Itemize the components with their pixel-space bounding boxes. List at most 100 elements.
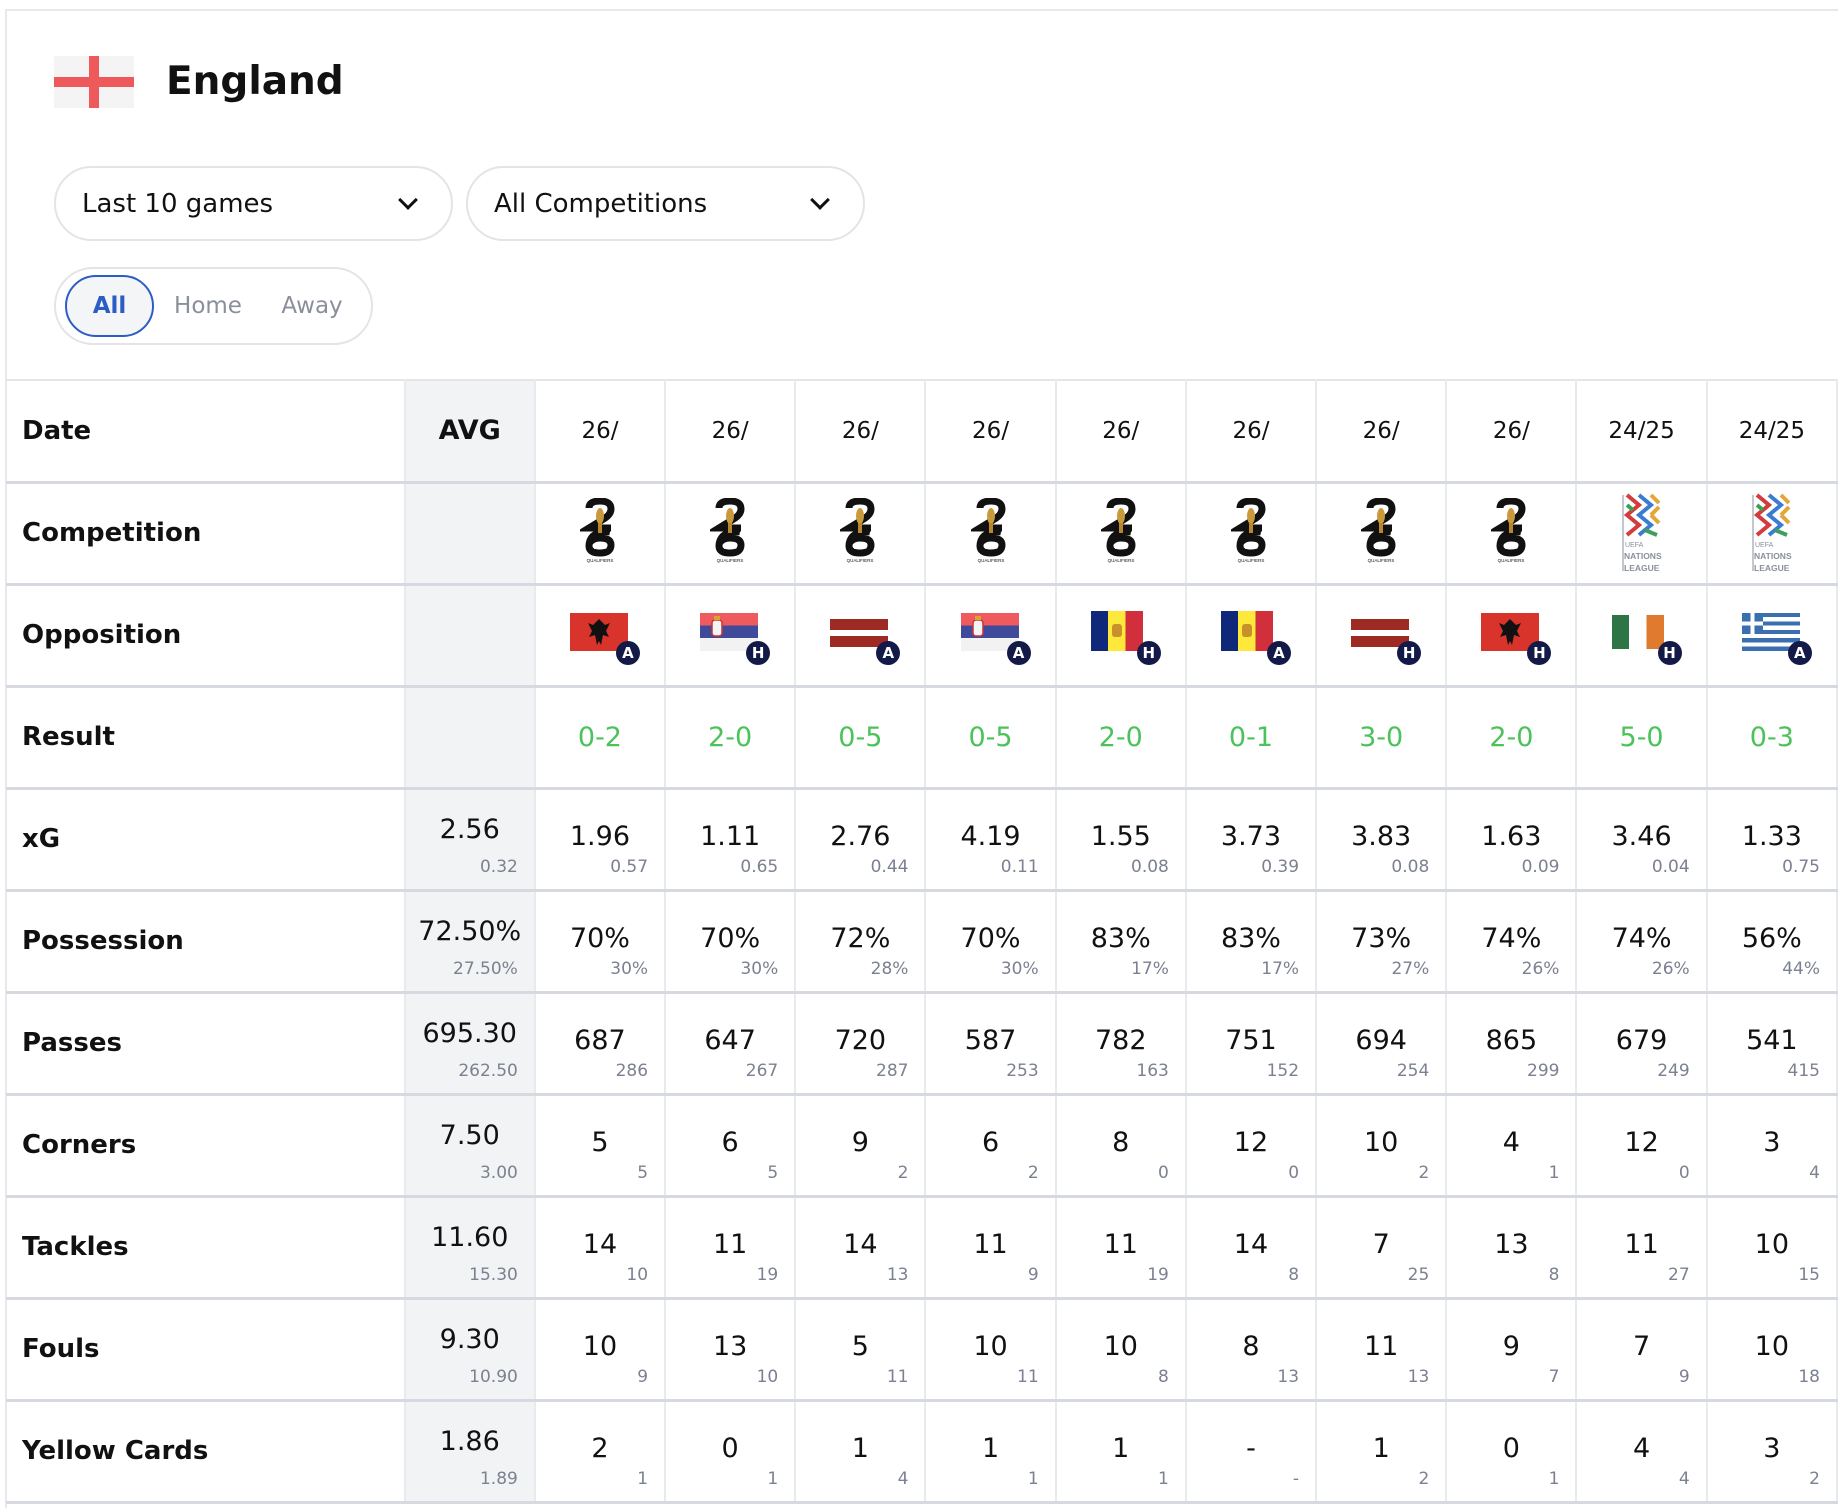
date-text: 26/: [1102, 417, 1140, 444]
svg-text:LEAGUE: LEAGUE: [1754, 563, 1790, 573]
team-value: 4: [1632, 1432, 1651, 1464]
result-cell[interactable]: 0-5: [795, 686, 927, 790]
team-value: 74%: [1481, 922, 1542, 954]
opponent-value: 5: [767, 1162, 779, 1183]
stat-cell: 11 19: [1055, 1196, 1187, 1300]
stat-cell: 10 18: [1706, 1298, 1838, 1402]
opposition-cell[interactable]: H: [1576, 584, 1708, 688]
row-fouls: Fouls 9.30 10.90 10 9 13 10 5 11 10 11 10 8 8 13 11 13 9 7…: [6, 1298, 1838, 1402]
stat-cell: 7 25: [1316, 1196, 1448, 1300]
opposition-cell[interactable]: H: [1055, 584, 1187, 688]
opponent-value: 415: [1787, 1060, 1820, 1081]
match-date: 24/25: [1706, 379, 1838, 484]
opponent-value: 2: [1418, 1162, 1430, 1183]
avg-cell: [404, 584, 536, 688]
team-value: 1.11: [700, 820, 761, 852]
opposition-cell[interactable]: H: [1446, 584, 1578, 688]
team-value: 587: [964, 1024, 1017, 1056]
opposition-cell[interactable]: A: [1706, 584, 1838, 688]
opponent-value: 9: [1678, 1366, 1690, 1387]
team-value: 70%: [569, 922, 630, 954]
team-value: 9: [851, 1126, 869, 1158]
avg-cell: 2.56 0.32: [404, 788, 536, 892]
wc-qualifiers-logo-icon: FIFA QUALIFIERS: [967, 497, 1011, 568]
opponent-value: 10: [626, 1264, 649, 1285]
avg-opponent-value: 1.89: [479, 1468, 518, 1489]
stat-cell: 11 19: [665, 1196, 797, 1300]
opponent-value: 19: [756, 1264, 779, 1285]
result-cell[interactable]: 0-1: [1185, 686, 1318, 790]
svg-text:QUALIFIERS: QUALIFIERS: [1368, 558, 1395, 563]
team-value: 10: [973, 1330, 1008, 1362]
opponent-value: 9: [1027, 1264, 1039, 1285]
stat-cell: 782 163: [1055, 992, 1187, 1096]
stat-cell: 647 267: [665, 992, 797, 1096]
stat-cell: 1.96 0.57: [534, 788, 667, 892]
result-cell[interactable]: 2-0: [1446, 686, 1578, 790]
opponent-value: 7: [1548, 1366, 1560, 1387]
result-cell[interactable]: 0-2: [534, 686, 667, 790]
result-cell[interactable]: 2-0: [665, 686, 797, 790]
stat-cell: 10 8: [1055, 1298, 1187, 1402]
team-value: 10: [1363, 1126, 1399, 1158]
toggle-home[interactable]: Home: [174, 293, 242, 319]
team-value: 83%: [1220, 922, 1281, 954]
date-text: 24/25: [1738, 417, 1805, 444]
result-cell[interactable]: 0-5: [925, 686, 1057, 790]
opponent-value: 30%: [1000, 958, 1039, 979]
result-cell[interactable]: 2-0: [1055, 686, 1187, 790]
row-label: Fouls: [6, 1298, 406, 1402]
stat-cell: 694 254: [1316, 992, 1448, 1096]
svg-text:QUALIFIERS: QUALIFIERS: [977, 558, 1004, 563]
match-date: 26/: [1446, 379, 1578, 484]
team-value: 14: [843, 1228, 878, 1260]
result-cell[interactable]: 3-0: [1316, 686, 1448, 790]
stat-cell: 13 10: [665, 1298, 797, 1402]
toggle-away[interactable]: Away: [281, 293, 343, 319]
opponent-value: 27%: [1391, 958, 1430, 979]
team-value: 11: [712, 1228, 748, 1260]
avg-value: 11.60: [431, 1221, 509, 1253]
stat-cell: 751 152: [1185, 992, 1318, 1096]
row-passes: Passes 695.30 262.50 687 286 647 267 720 287 587 2…: [6, 992, 1838, 1096]
result-score: 2-0: [1489, 721, 1534, 753]
result-score: 0-2: [577, 721, 622, 753]
stat-cell: 3.83 0.08: [1316, 788, 1448, 892]
opposition-cell[interactable]: A: [795, 584, 927, 688]
row-yellow-cards: Yellow Cards 1.86 1.89 2 1 0 1 1 4 1 1 1 1- -1 2 0 1 4 4 3 2: [6, 1400, 1838, 1504]
opponent-value: 0.08: [1131, 856, 1169, 877]
row-label: Corners: [6, 1094, 406, 1198]
opposition-cell[interactable]: A: [1185, 584, 1318, 688]
result-cell[interactable]: 0-3: [1706, 686, 1838, 790]
stat-cell: 10 11: [925, 1298, 1057, 1402]
row-corners: Corners 7.50 3.00 5 5 6 5 9 2 6 2 8 0 12 0 10 2 4 1 12 0 3 4: [6, 1094, 1838, 1198]
stat-cell: --: [1185, 1400, 1318, 1504]
toggle-all[interactable]: All: [65, 275, 154, 337]
svg-text:UEFA: UEFA: [1755, 542, 1774, 549]
team-value: 14: [582, 1228, 618, 1260]
result-score: 2-0: [1098, 721, 1143, 753]
period-dropdown[interactable]: Last 10 games: [54, 166, 453, 241]
team-value: 751: [1225, 1024, 1277, 1056]
opponent-value: 26%: [1521, 958, 1560, 979]
competition-dropdown[interactable]: All Competitions: [466, 166, 865, 241]
stat-cell: 10 2: [1316, 1094, 1448, 1198]
opposition-cell[interactable]: H: [665, 584, 797, 688]
stat-cell: 3.73 0.39: [1185, 788, 1318, 892]
opponent-value: 163: [1136, 1060, 1169, 1081]
avg-opponent-value: 3.00: [479, 1162, 518, 1183]
stat-cell: 10 15: [1706, 1196, 1838, 1300]
match-date: 26/: [665, 379, 797, 484]
andorra-flag-icon: H: [1090, 611, 1161, 665]
svg-text:FIFA: FIFA: [1245, 545, 1258, 551]
opposition-cell[interactable]: A: [925, 584, 1057, 688]
opposition-cell[interactable]: A: [534, 584, 667, 688]
venue-badge: A: [1787, 641, 1812, 665]
row-label: Competition: [6, 482, 406, 586]
opposition-cell[interactable]: H: [1316, 584, 1448, 688]
result-cell[interactable]: 5-0: [1576, 686, 1708, 790]
competition-cell: FIFA QUALIFIERS: [1185, 482, 1318, 586]
team-value: 74%: [1611, 922, 1672, 954]
